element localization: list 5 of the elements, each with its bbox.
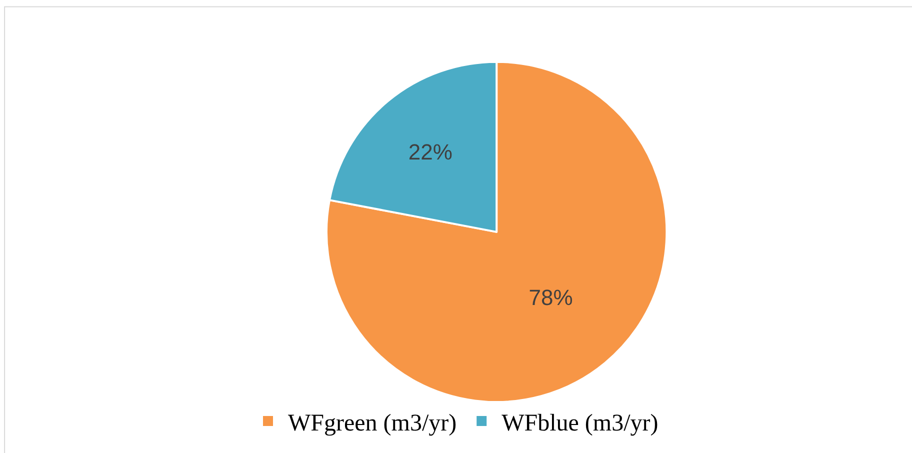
legend-label: WFblue (m3/yr) xyxy=(502,410,658,436)
legend-label: WFgreen (m3/yr) xyxy=(288,410,457,436)
data-label: 22% xyxy=(408,139,452,164)
data-label: 78% xyxy=(528,284,573,310)
pie-slice xyxy=(326,60,668,403)
